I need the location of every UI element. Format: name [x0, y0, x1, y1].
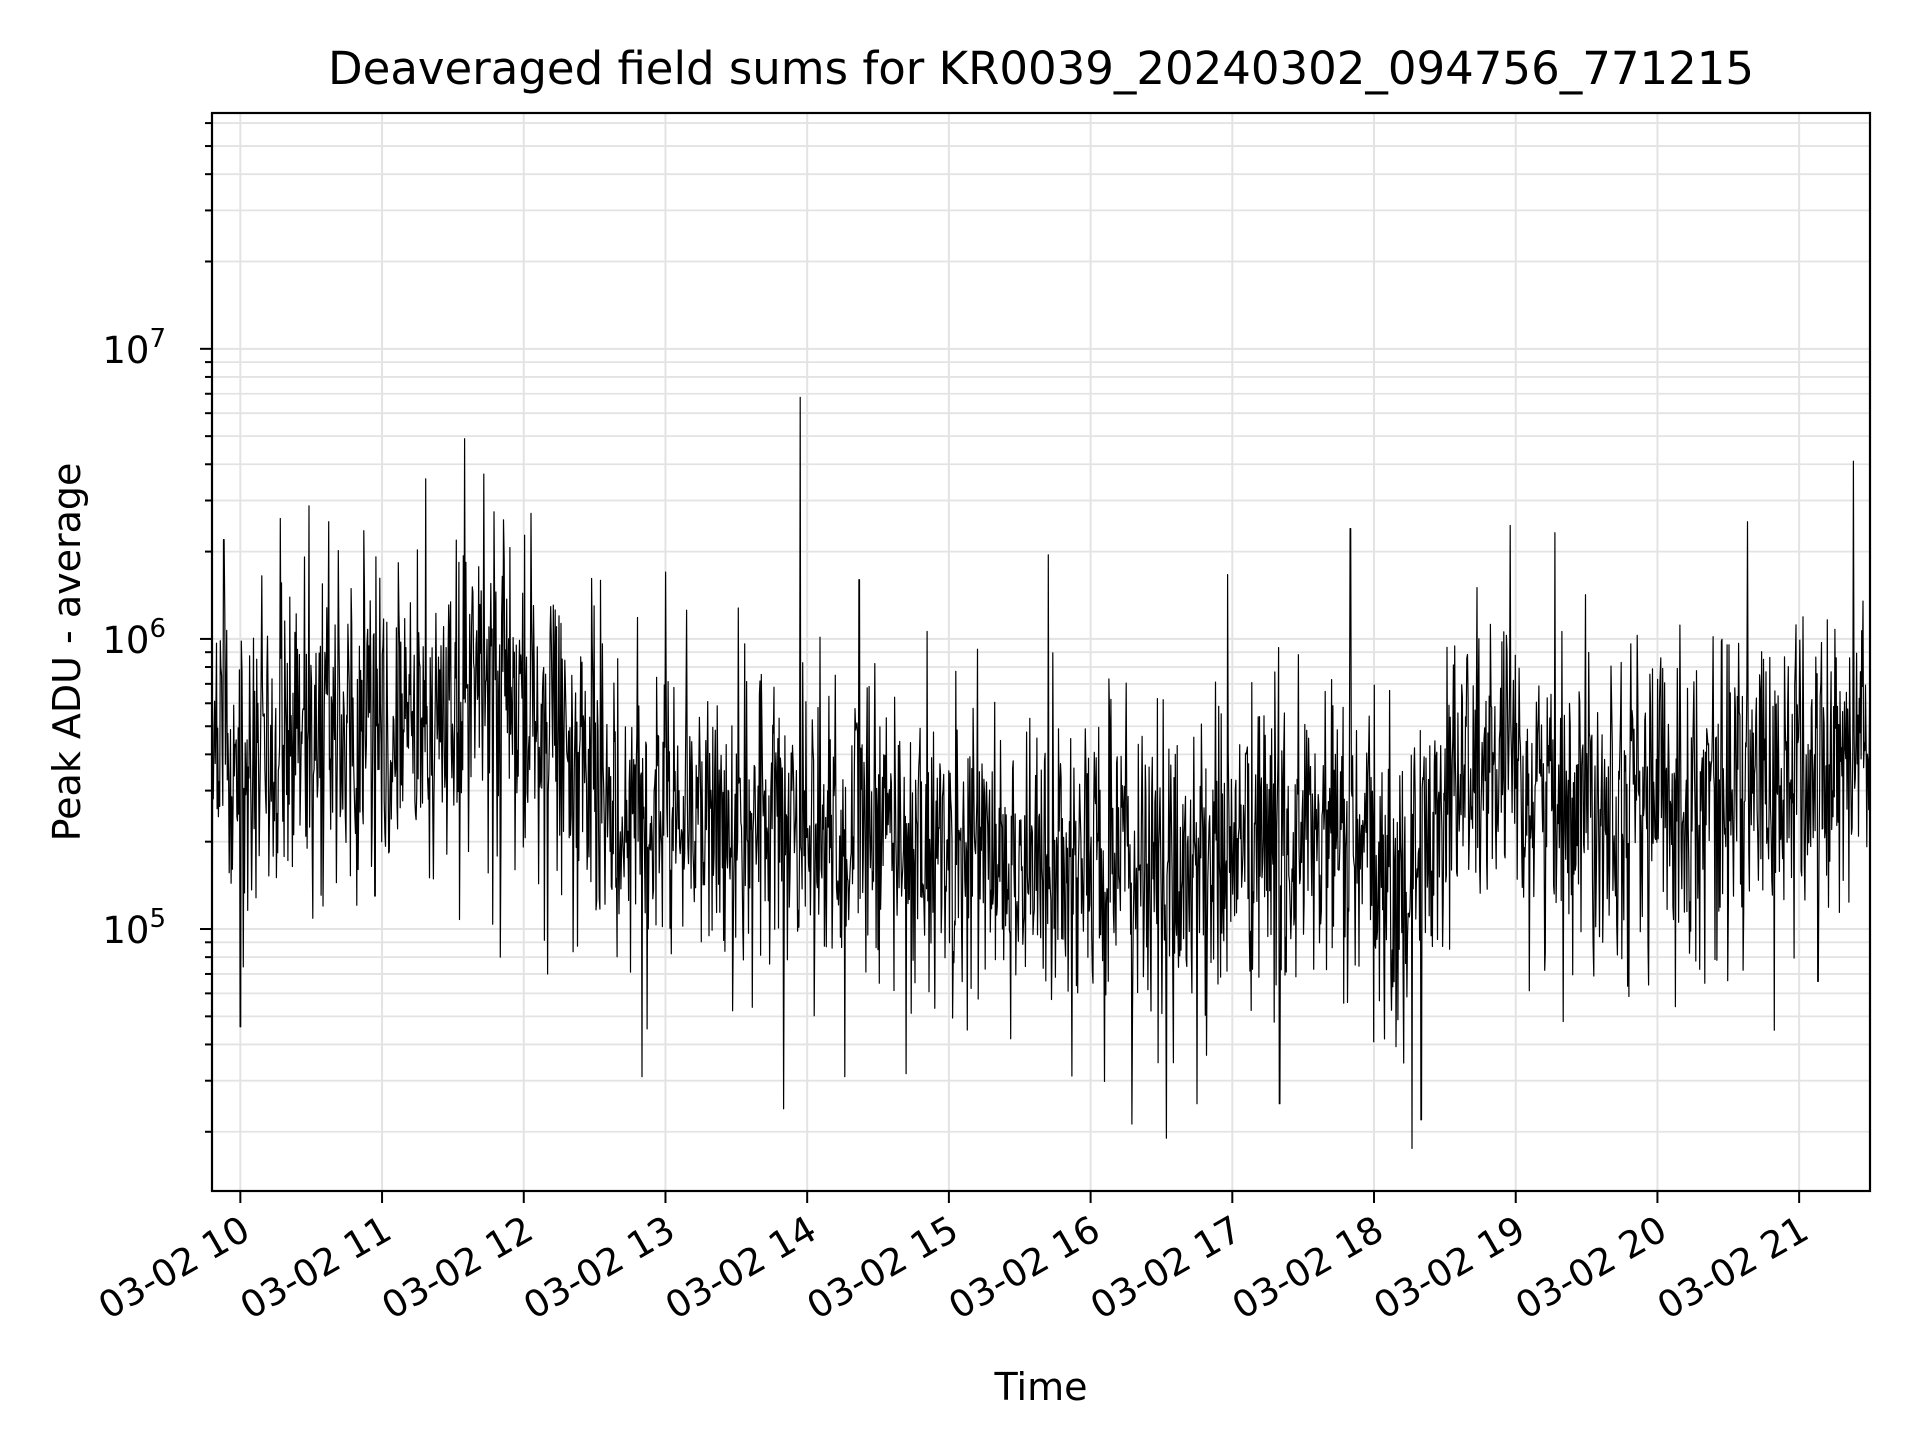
chart-title: Deaveraged field sums for KR0039_2024030… — [328, 42, 1754, 95]
y-tick-label: 105 — [102, 904, 166, 952]
y-tick-label: 106 — [102, 614, 166, 662]
y-axis-ticks: 105 106 107 — [102, 122, 212, 1133]
x-axis-label: Time — [994, 1365, 1088, 1409]
y-axis-label: Peak ADU - average — [45, 463, 89, 842]
y-tick-label: 107 — [102, 324, 166, 372]
series-line — [211, 396, 1871, 1150]
series-polyline — [211, 396, 1871, 1150]
